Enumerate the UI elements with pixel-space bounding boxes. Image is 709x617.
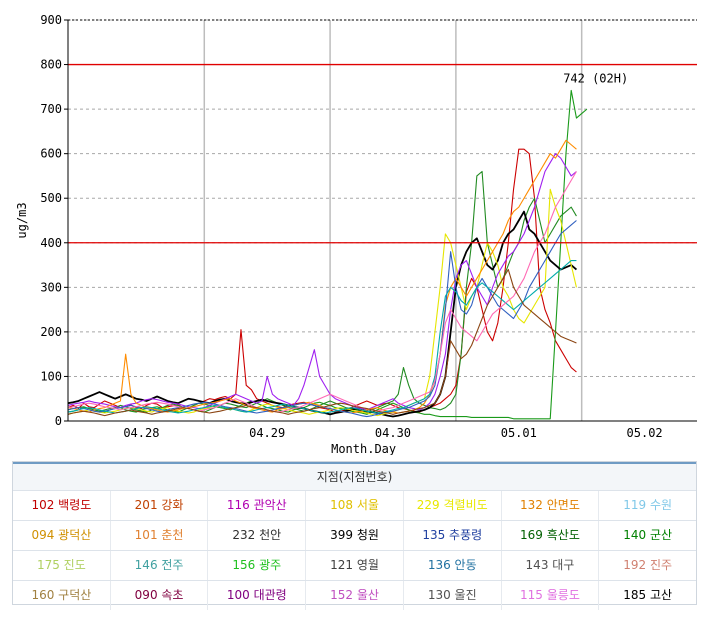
legend-station-item[interactable]: 192 진주 xyxy=(598,551,696,580)
series-line xyxy=(67,188,577,417)
y-tick-label: 800 xyxy=(40,58,62,72)
y-tick-label: 500 xyxy=(40,191,62,205)
legend-station-item[interactable]: 185 고산 xyxy=(598,581,696,610)
legend-station-item[interactable]: 140 군산 xyxy=(598,521,696,550)
y-tick-label: 100 xyxy=(40,369,62,383)
series-line xyxy=(67,153,577,411)
legend-row: 175 진도 146 전주 156 광주 121 영월 136 안동 143 대구 192 … xyxy=(13,550,696,580)
legend-station-item[interactable]: 143 대구 xyxy=(500,551,599,580)
legend-row: 094 광덕산 101 춘천 232 천안 399 청원 135 추풍령 169 흑산도 1… xyxy=(13,520,696,550)
series-line xyxy=(67,89,588,420)
legend-station-item[interactable]: 121 영월 xyxy=(305,551,403,580)
legend-station-item[interactable]: 169 흑산도 xyxy=(500,521,599,550)
legend-station-item[interactable]: 135 추풍령 xyxy=(402,521,501,550)
legend-station-item[interactable]: 094 광덕산 xyxy=(31,528,92,542)
legend-station-item[interactable]: 152 울산 xyxy=(305,581,403,610)
peak-annotation: 742 (02H) xyxy=(563,71,628,85)
x-tick-label: 04.30 xyxy=(375,426,411,440)
series-line xyxy=(67,139,577,414)
legend-station-item[interactable]: 160 구덕산 xyxy=(31,588,92,602)
legend-grid: 102 백령도 201 강화 116 관악산 108 서울 229 격렬비도 132 안면… xyxy=(13,490,696,610)
chart-container: 0 100 200 300 400 500 600 700 800 900 04.28 04.29 04… xyxy=(15,13,697,455)
legend-station-item[interactable]: 130 울진 xyxy=(402,581,501,610)
legend-station-item[interactable]: 232 천안 xyxy=(207,521,305,550)
pm10-line-chart: 0 100 200 300 400 500 600 700 800 900 04.28 04.29 04… xyxy=(15,13,697,455)
legend-station-item[interactable]: 090 속초 xyxy=(109,581,208,610)
legend-station-item[interactable]: 201 강화 xyxy=(109,491,208,520)
x-tick-label: 05.01 xyxy=(501,426,537,440)
legend-station-item[interactable]: 116 관악산 xyxy=(207,491,305,520)
series-line xyxy=(67,260,577,414)
legend-station-item[interactable]: 108 서울 xyxy=(305,491,403,520)
legend-station-item[interactable]: 175 진도 xyxy=(36,558,86,572)
y-tick-label: 400 xyxy=(40,236,62,250)
legend-station-item[interactable]: 399 청원 xyxy=(305,521,403,550)
legend-station-item[interactable]: 156 광주 xyxy=(207,551,305,580)
x-axis-label: Month.Day xyxy=(331,442,396,455)
series-line xyxy=(67,268,577,417)
legend-station-item[interactable]: 229 격렬비도 xyxy=(402,491,501,520)
legend-title: 지점(지점번호) xyxy=(13,462,696,490)
y-tick-label: 0 xyxy=(55,414,62,428)
y-tick-label: 600 xyxy=(40,147,62,161)
legend-station-item[interactable]: 136 안동 xyxy=(402,551,501,580)
plot-area xyxy=(68,20,697,421)
legend-station-item[interactable]: 132 안면도 xyxy=(500,491,599,520)
x-tick-label: 05.02 xyxy=(627,426,663,440)
legend-station-item[interactable]: 146 전주 xyxy=(109,551,208,580)
y-axis-label: ug/m3 xyxy=(15,202,29,238)
legend-station-item[interactable]: 115 울릉도 xyxy=(500,581,599,610)
series-line xyxy=(67,171,577,413)
legend-row: 160 구덕산 090 속초 100 대관령 152 울산 130 울진 115 울릉도 1… xyxy=(13,580,696,610)
legend-row: 102 백령도 201 강화 116 관악산 108 서울 229 격렬비도 132 안면… xyxy=(13,490,696,520)
legend-station-item[interactable]: 100 대관령 xyxy=(207,581,305,610)
y-tick-label: 300 xyxy=(40,280,62,294)
legend-station-item[interactable]: 101 춘천 xyxy=(109,521,208,550)
y-tick-label: 900 xyxy=(40,13,62,27)
y-tick-label: 200 xyxy=(40,325,62,339)
legend-station-item[interactable]: 119 수원 xyxy=(598,491,696,520)
legend-station-item[interactable]: 102 백령도 xyxy=(31,498,92,512)
x-tick-label: 04.29 xyxy=(249,426,285,440)
x-tick-label: 04.28 xyxy=(123,426,159,440)
station-legend: 지점(지점번호) 102 백령도 201 강화 116 관악산 108 서울 229 격… xyxy=(12,461,697,610)
y-tick-label: 700 xyxy=(40,102,62,116)
